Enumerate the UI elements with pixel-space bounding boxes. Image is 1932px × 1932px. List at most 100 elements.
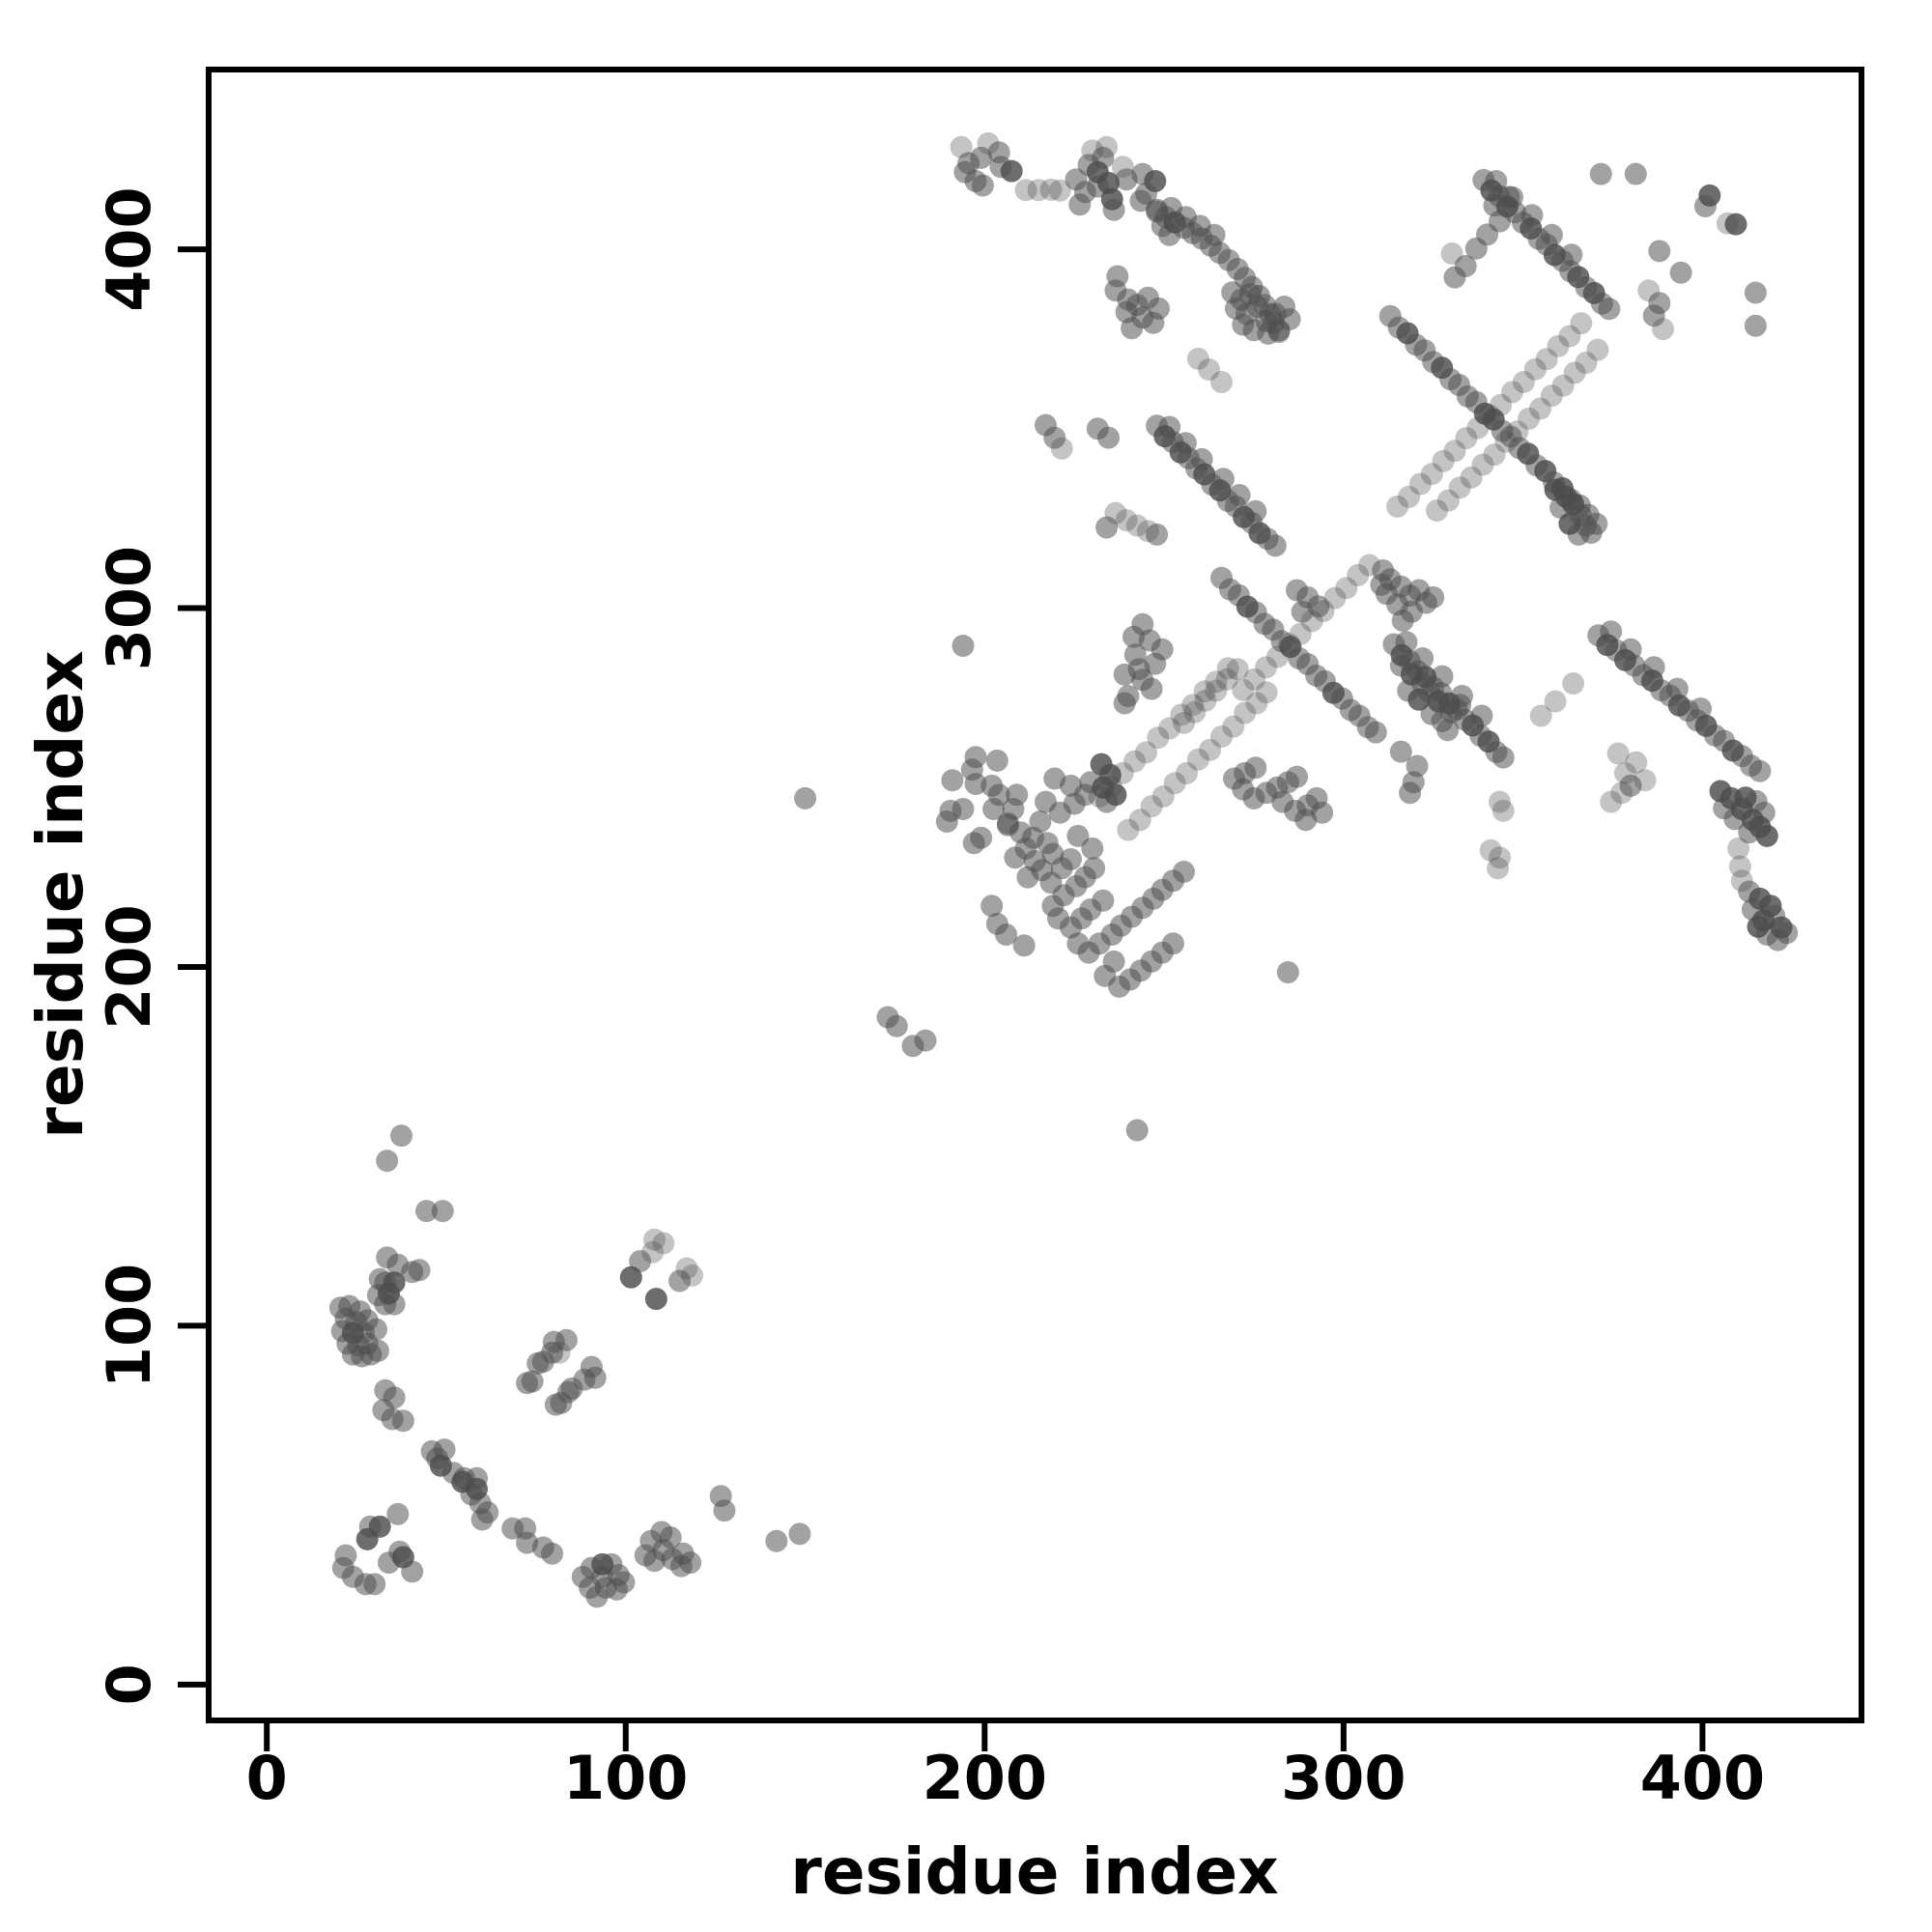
- data-point: [1095, 790, 1119, 813]
- data-point: [1436, 719, 1460, 742]
- data-point: [401, 1560, 424, 1583]
- data-point: [788, 1522, 811, 1546]
- data-point: [1454, 255, 1477, 277]
- data-point: [1147, 726, 1170, 750]
- data-point: [1448, 476, 1471, 499]
- data-point: [1039, 178, 1063, 201]
- data-point: [1523, 357, 1547, 381]
- data-point: [1624, 162, 1647, 185]
- data-point: [941, 769, 964, 792]
- data-point: [1102, 198, 1125, 221]
- data-point: [1205, 670, 1228, 694]
- data-point: [1652, 318, 1674, 341]
- x-tick-label: 0: [246, 1743, 288, 1813]
- data-point: [521, 1370, 544, 1393]
- data-point: [1092, 889, 1115, 912]
- data-point: [1004, 846, 1027, 869]
- data-point: [1081, 837, 1104, 860]
- data-point: [1470, 704, 1493, 727]
- axis-ticks: [178, 246, 1706, 1751]
- data-point: [1244, 499, 1267, 523]
- data-point: [1158, 717, 1181, 740]
- data-point: [341, 1565, 364, 1588]
- data-point: [1398, 485, 1420, 508]
- data-point: [1389, 740, 1412, 763]
- data-point: [1043, 767, 1066, 790]
- data-point: [1600, 790, 1623, 813]
- data-point: [794, 786, 816, 810]
- data-point: [1199, 738, 1222, 761]
- data-point: [977, 132, 1000, 155]
- data-point: [1174, 432, 1197, 455]
- data-point: [885, 1014, 908, 1037]
- data-point: [378, 1551, 400, 1575]
- data-point: [1426, 499, 1448, 522]
- axis-tick-labels: 0 100 200 300 400 0 100 200 300 400: [94, 186, 1765, 1813]
- data-point: [1000, 159, 1023, 183]
- data-point: [1529, 704, 1552, 727]
- data-point: [1267, 321, 1291, 343]
- data-point: [1745, 789, 1768, 812]
- data-point: [1210, 725, 1233, 748]
- plot-border: [206, 67, 1864, 1723]
- data-point: [1198, 358, 1220, 381]
- data-point: [1048, 179, 1071, 202]
- data-point: [580, 1355, 603, 1378]
- data-point: [668, 1269, 691, 1293]
- data-point: [1586, 338, 1609, 361]
- data-point: [1083, 857, 1106, 880]
- data-point: [431, 1200, 454, 1223]
- data-point: [1027, 179, 1050, 202]
- data-point: [585, 1585, 609, 1608]
- data-point: [1158, 223, 1181, 246]
- data-point: [1129, 189, 1152, 213]
- data-point: [1540, 223, 1563, 246]
- data-point: [1060, 848, 1082, 870]
- y-tick-label: 400: [94, 186, 164, 311]
- data-point: [1497, 185, 1520, 209]
- data-point: [1128, 809, 1151, 832]
- data-point: [1408, 472, 1432, 496]
- data-point: [1183, 700, 1207, 724]
- data-point: [1244, 756, 1267, 780]
- data-point: [652, 1232, 675, 1255]
- data-point: [1489, 790, 1511, 813]
- data-point: [355, 1527, 379, 1550]
- data-point: [1205, 679, 1228, 702]
- data-point: [1744, 281, 1767, 304]
- data-point: [1113, 663, 1136, 686]
- data-point: [1748, 759, 1772, 782]
- y-tick-label: 100: [94, 1264, 164, 1388]
- data-point: [1422, 585, 1445, 609]
- data-point: [1255, 681, 1278, 704]
- data-point: [1181, 694, 1205, 717]
- data-point: [391, 1409, 414, 1433]
- data-point: [390, 1124, 412, 1148]
- data-point: [1512, 371, 1535, 393]
- data-point: [1228, 484, 1251, 506]
- data-point: [964, 773, 987, 795]
- data-point: [1066, 824, 1090, 847]
- data-point: [1436, 489, 1460, 512]
- data-point: [1485, 170, 1508, 192]
- data-point: [1012, 934, 1036, 957]
- data-point: [644, 1288, 668, 1311]
- data-point: [1146, 523, 1169, 546]
- data-point: [1492, 746, 1515, 769]
- data-point: [1190, 447, 1213, 470]
- data-point: [971, 174, 994, 197]
- data-point: [1043, 426, 1066, 449]
- data-point: [1245, 692, 1268, 715]
- data-point: [1161, 932, 1184, 955]
- data-point: [1111, 761, 1134, 784]
- data-point: [619, 1265, 642, 1289]
- data-point: [1669, 261, 1692, 284]
- data-point: [1203, 223, 1226, 246]
- y-tick-label: 300: [94, 546, 164, 670]
- data-point: [1455, 427, 1478, 449]
- data-point: [1776, 922, 1799, 945]
- data-point: [1399, 781, 1422, 805]
- data-point: [470, 1508, 494, 1531]
- data-point: [1104, 279, 1127, 302]
- data-point: [1432, 449, 1455, 472]
